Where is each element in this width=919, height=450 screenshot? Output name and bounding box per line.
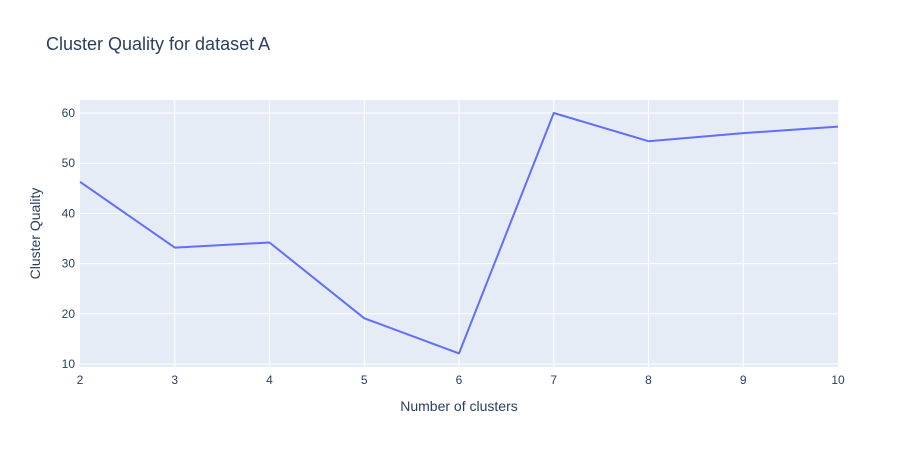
x-tick-label: 8: [645, 373, 652, 387]
y-tick-label: 20: [62, 307, 76, 321]
x-tick-label: 7: [550, 373, 557, 387]
y-tick-label: 10: [62, 357, 76, 371]
y-tick-label: 50: [62, 156, 76, 170]
grid: [80, 100, 838, 367]
series-line: [79, 112, 839, 355]
x-tick-label: 4: [266, 373, 273, 387]
x-tick-label: 3: [171, 373, 178, 387]
y-tick-label: 40: [62, 206, 76, 220]
y-axis-title: Cluster Quality: [27, 188, 43, 280]
series-layer: [79, 112, 839, 355]
x-axis-ticks: 2 3 4 5 6 7 8 9 10: [77, 373, 845, 387]
x-axis-title: Number of clusters: [400, 398, 517, 414]
y-tick-label: 30: [62, 257, 76, 271]
x-tick-label: 9: [740, 373, 747, 387]
x-tick-label: 5: [361, 373, 368, 387]
x-tick-label: 10: [831, 373, 845, 387]
x-tick-label: 6: [456, 373, 463, 387]
y-tick-label: 60: [62, 106, 76, 120]
y-axis-ticks: 10 20 30 40 50 60: [62, 106, 76, 371]
x-tick-label: 2: [77, 373, 84, 387]
chart-title: Cluster Quality for dataset A: [46, 34, 270, 54]
